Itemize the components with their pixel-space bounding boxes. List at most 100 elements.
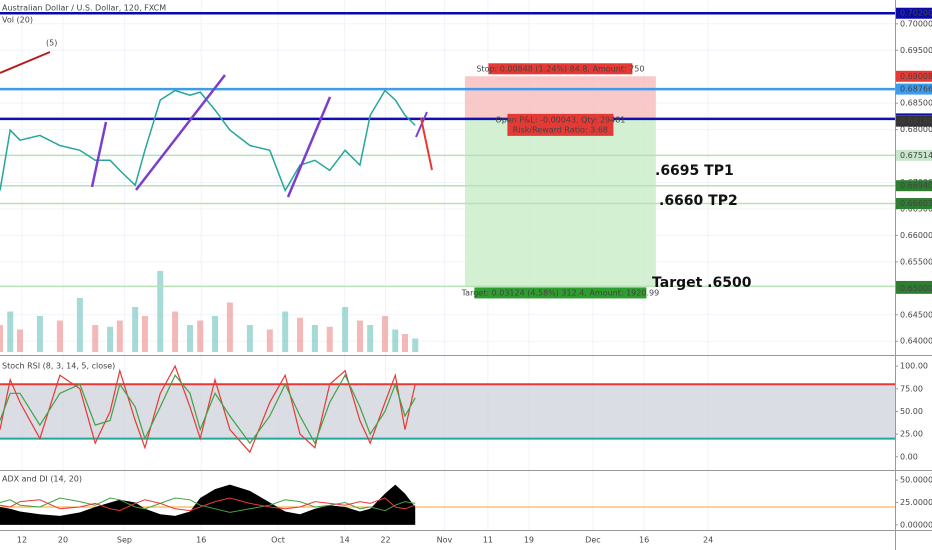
volume-bar	[392, 329, 399, 352]
y-tick-label: 75.00	[900, 384, 923, 393]
volume-bar	[76, 298, 83, 352]
volume-bar	[402, 334, 409, 352]
stop-label: Stop: 0.00848 (1.24%) 84.8, Amount: 750	[476, 64, 644, 73]
volume-bar	[297, 317, 304, 352]
x-tick-label: 22	[380, 536, 390, 545]
pane-title: Stoch RSI (8, 3, 14, 5, close)	[2, 362, 115, 371]
volume-bar	[36, 316, 43, 352]
volume-bar	[56, 320, 63, 352]
volume-bar	[116, 320, 123, 352]
pane-title: ADX and DI (14, 20)	[2, 475, 82, 484]
volume-bar	[16, 329, 23, 352]
volume-bar	[356, 320, 363, 352]
price-tag	[896, 180, 932, 192]
volume-label: Vol (20)	[2, 16, 33, 25]
target-label-box	[474, 287, 647, 299]
price-tag-label: 0.66940	[900, 181, 932, 190]
x-tick-label: Dec	[585, 536, 600, 545]
volume-bar	[282, 311, 289, 352]
volume-bar	[212, 316, 219, 352]
stop-label-box	[488, 63, 633, 75]
x-tick-label: Sep	[117, 536, 132, 545]
y-tick-label: 50.00000	[900, 476, 932, 485]
price-tag	[896, 149, 932, 161]
volume-bar	[197, 320, 204, 352]
price-tag-label: 0.65000	[900, 284, 932, 293]
annotation: Target .6500	[652, 275, 752, 291]
price-tag-label: 0.69008	[900, 72, 932, 81]
price-tag-label: 0.67514	[900, 151, 932, 160]
y-tick-label: 0.65500	[900, 257, 932, 266]
stoch-line	[0, 373, 416, 445]
x-tick-label: 16	[196, 536, 206, 545]
price-tag	[896, 83, 932, 95]
y-tick-label: 0.66000	[900, 231, 932, 240]
y-tick-label: 0.00000	[900, 520, 932, 529]
volume-bar	[92, 325, 99, 352]
y-tick-label: 0.00	[900, 452, 918, 461]
volume-bar	[412, 338, 419, 352]
price-tag-label: 0.70200	[900, 9, 932, 18]
volume-bar	[107, 326, 114, 352]
y-tick-label: 0.69500	[900, 46, 932, 55]
volume-bar	[311, 325, 318, 352]
y-tick-label: 0.68000	[900, 125, 932, 134]
chart-title: Australian Dollar / U.S. Dollar, 120, FX…	[2, 4, 166, 13]
volume-bar	[326, 326, 333, 352]
x-tick-label: 16	[639, 536, 649, 545]
price-tag-label: 0.68766	[900, 85, 932, 94]
price-tag	[896, 115, 932, 127]
volume-bar	[172, 311, 179, 352]
trend-drawing	[286, 96, 332, 198]
x-tick-label: 11	[483, 536, 493, 545]
x-tick-label: Oct	[271, 536, 285, 545]
volume-bar	[186, 325, 193, 352]
volume-bar	[0, 325, 3, 352]
pnl-label: Open P&L: -0.00043, Qty: 29481	[495, 115, 625, 124]
stoch-band	[0, 384, 895, 439]
y-tick-label: 25.00	[900, 430, 923, 439]
annotation: .6660 TP2	[659, 193, 738, 209]
price-tag	[896, 7, 932, 19]
stop-zone	[464, 76, 656, 119]
volume-bar	[246, 325, 253, 352]
trend-drawing	[135, 74, 226, 191]
volume-bar	[7, 311, 14, 352]
volume-bar	[266, 329, 273, 352]
di-line	[0, 497, 416, 512]
y-tick-label: 25.00000	[900, 498, 932, 507]
y-tick-label: 100.00	[900, 362, 928, 371]
target-label: Target: 0.03124 (4.58%) 312.4, Amount: 1…	[461, 288, 660, 297]
target-zone	[464, 118, 656, 287]
trend-drawing	[90, 121, 108, 188]
ratio-label: Risk/Reward Ratio: 3.68	[513, 125, 608, 134]
y-tick-label: 0.64500	[900, 310, 932, 319]
arrow-drawing	[420, 117, 433, 171]
pnl-label-box	[507, 113, 614, 136]
price-tag	[896, 70, 932, 82]
x-tick-label: 19	[524, 536, 534, 545]
di-line	[0, 497, 416, 513]
volume-bar	[157, 271, 164, 352]
volume-bar	[367, 325, 374, 352]
x-tick-label: 20	[58, 536, 68, 545]
volume-bar	[226, 302, 233, 352]
price-tag-label: 0.68160	[900, 117, 932, 126]
y-tick-label: 50.00	[900, 407, 923, 416]
volume-bar	[141, 316, 148, 352]
y-tick-label: 0.64000	[900, 337, 932, 346]
price-tag-label: 0.66603	[900, 199, 932, 208]
price-line	[0, 89, 416, 193]
y-tick-label: 0.70000	[900, 19, 932, 28]
annotation: .6695 TP1	[655, 163, 734, 179]
y-tick-label: 0.68500	[900, 99, 932, 108]
price-tag	[896, 198, 932, 210]
volume-bar	[342, 307, 349, 352]
x-tick-label: Nov	[437, 536, 453, 545]
wave-drawing	[0, 51, 51, 74]
volume-bar	[132, 307, 139, 352]
x-tick-label: 12	[17, 536, 27, 545]
stoch-line	[0, 364, 416, 454]
